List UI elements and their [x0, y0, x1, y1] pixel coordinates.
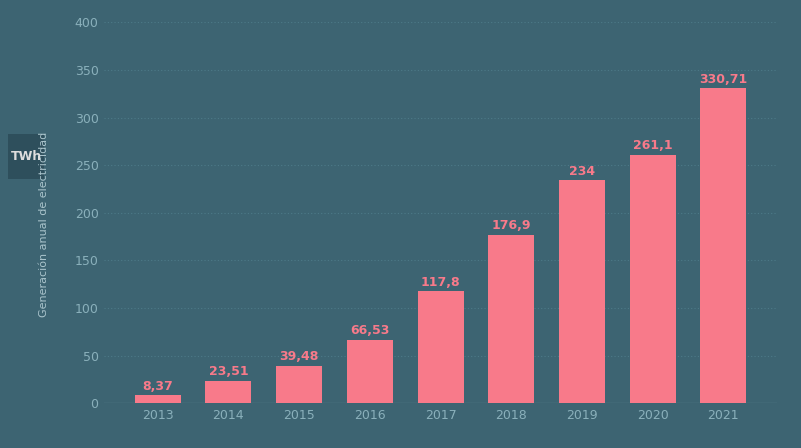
Bar — [559, 181, 605, 403]
Text: 66,53: 66,53 — [350, 324, 389, 337]
Text: 23,51: 23,51 — [208, 366, 248, 379]
Text: 8,37: 8,37 — [143, 380, 173, 393]
Bar — [205, 381, 252, 403]
Text: 39,48: 39,48 — [280, 350, 319, 363]
Bar — [489, 235, 534, 403]
Bar — [630, 155, 676, 403]
Text: 176,9: 176,9 — [492, 220, 531, 233]
Text: 117,8: 117,8 — [421, 276, 461, 289]
Bar — [347, 340, 392, 403]
Bar — [135, 395, 181, 403]
Bar — [276, 366, 322, 403]
Text: 330,71: 330,71 — [699, 73, 747, 86]
Text: TWh: TWh — [10, 150, 42, 164]
Bar — [700, 88, 747, 403]
Bar — [417, 291, 464, 403]
Text: 261,1: 261,1 — [633, 139, 673, 152]
Text: Generación anual de electricidad: Generación anual de electricidad — [39, 131, 49, 317]
Text: 234: 234 — [569, 165, 595, 178]
